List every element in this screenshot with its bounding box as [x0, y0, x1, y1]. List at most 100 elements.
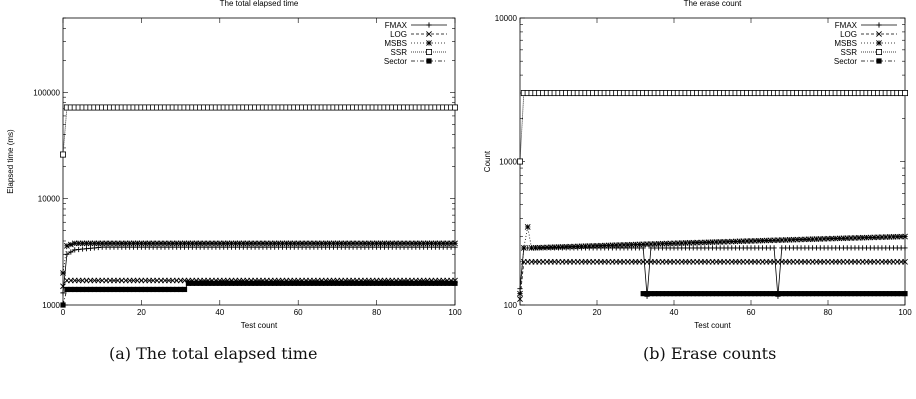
data-point [594, 242, 600, 249]
data-point [181, 286, 188, 293]
data-point [713, 291, 719, 297]
data-point [72, 286, 78, 293]
chart-panel-elapsed: The total elapsed time 0 20 40 60 80 100 1000 10… [6, 0, 462, 363]
series-msbs [60, 240, 458, 276]
data-point [397, 280, 403, 286]
data-point [389, 280, 395, 286]
data-point [805, 236, 812, 243]
data-point [397, 240, 404, 247]
data-point [91, 240, 98, 247]
data-point [828, 235, 835, 242]
data-point [810, 291, 816, 297]
data-point [887, 291, 893, 297]
data-point [570, 243, 577, 250]
chart-elapsed-time: The total elapsed time 0 20 40 60 80 100 1000 10… [6, 0, 462, 330]
data-point [67, 241, 74, 248]
data-point [867, 234, 874, 241]
data-point [809, 236, 816, 243]
data-point [291, 240, 298, 247]
legend-marker [876, 22, 882, 28]
data-point [181, 240, 188, 247]
data-point [369, 240, 376, 247]
data-point [705, 239, 712, 246]
data-point [755, 237, 762, 244]
data-point [130, 240, 137, 247]
data-point [205, 280, 211, 286]
data-point [389, 240, 396, 247]
data-point [189, 240, 196, 247]
data-point [578, 243, 585, 250]
data-point [798, 236, 804, 243]
data-point [138, 240, 145, 247]
data-point [440, 240, 447, 247]
legend-marker [426, 22, 432, 28]
data-point [287, 240, 294, 247]
data-point [122, 240, 129, 247]
data-point [856, 291, 862, 297]
data-point [142, 240, 149, 247]
data-point [536, 244, 543, 251]
data-point [647, 241, 654, 247]
data-point [401, 240, 407, 247]
data-point [574, 243, 581, 250]
data-point [717, 238, 724, 245]
data-point [763, 237, 770, 244]
data-point [844, 291, 850, 297]
data-point [860, 291, 866, 297]
data-point [448, 280, 454, 286]
data-point [87, 240, 94, 247]
legend-marker [426, 31, 432, 37]
data-point [322, 240, 329, 247]
data-point [114, 240, 121, 247]
data-point [260, 280, 266, 286]
data-point [311, 280, 317, 286]
data-point [744, 238, 751, 245]
data-point [902, 258, 908, 265]
data-point [362, 280, 368, 286]
data-point [436, 240, 443, 247]
data-point [882, 234, 889, 240]
data-point [833, 291, 839, 297]
data-point [432, 240, 439, 247]
data-point [173, 240, 180, 247]
legend-label: Sector [834, 57, 857, 66]
data-point [790, 236, 797, 243]
data-point [95, 286, 101, 293]
data-point [150, 286, 156, 293]
data-point [725, 291, 731, 297]
data-point [60, 290, 66, 296]
legend-marker [876, 58, 882, 64]
legend-marker [426, 58, 432, 64]
data-point [813, 291, 820, 297]
data-point [420, 240, 427, 247]
data-point [248, 240, 255, 247]
data-point [374, 280, 380, 286]
data-point [134, 286, 141, 293]
data-point [686, 239, 693, 246]
data-point [205, 240, 211, 247]
data-point [875, 234, 881, 241]
data-point [405, 280, 411, 286]
data-point [236, 280, 242, 286]
data-point [373, 240, 380, 247]
data-point [640, 291, 646, 297]
data-point [319, 280, 325, 286]
data-point [225, 280, 231, 286]
data-point [532, 244, 539, 251]
data-point [663, 291, 669, 297]
data-point [901, 90, 908, 97]
data-point [640, 241, 647, 248]
data-point [216, 240, 223, 247]
data-point [740, 238, 747, 245]
data-point [260, 240, 266, 247]
data-point [775, 291, 781, 297]
data-point [648, 291, 654, 297]
data-point [83, 286, 90, 293]
data-point [354, 240, 360, 247]
x-tick-label: 80 [372, 308, 381, 317]
data-point [154, 286, 160, 293]
data-point [342, 280, 348, 286]
data-point [68, 249, 74, 255]
data-point [890, 291, 897, 297]
series-line [62, 246, 455, 293]
